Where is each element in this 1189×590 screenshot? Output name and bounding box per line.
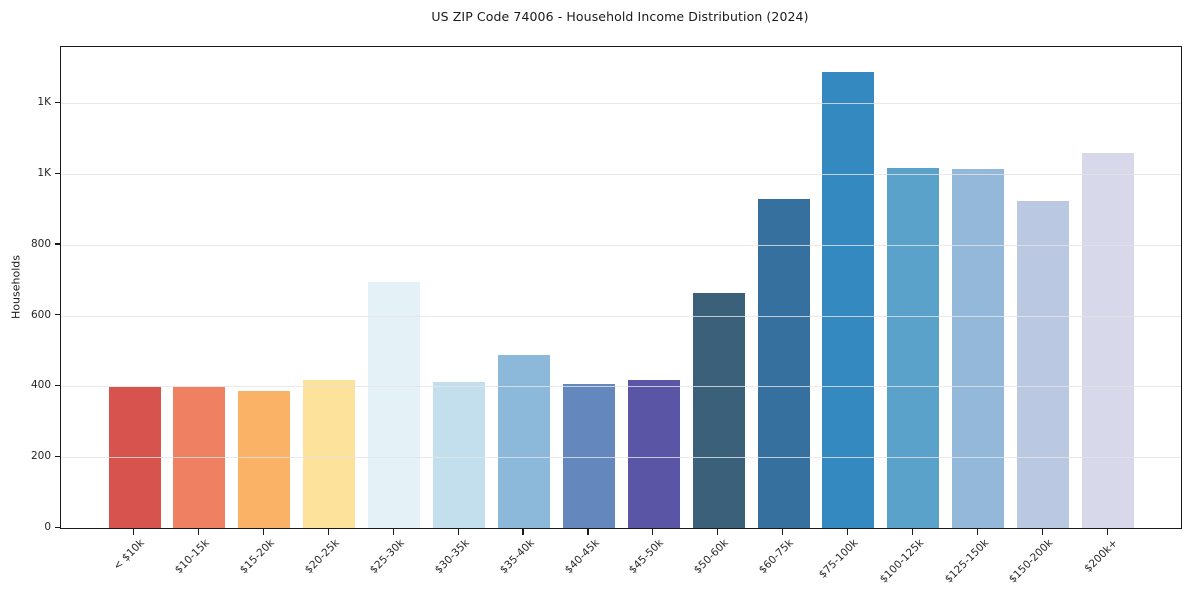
x-tick-mark: [976, 528, 978, 535]
x-tick-label: $40-45k: [562, 537, 602, 577]
gridline-200: [61, 457, 1181, 459]
gridline-1200: [61, 103, 1181, 105]
bar-$150-200k: [1017, 201, 1070, 528]
x-tick-mark: [262, 528, 265, 535]
x-tick-label: $15-20k: [237, 537, 277, 577]
x-tick-label: $30-35k: [432, 537, 472, 577]
bar-$15-20k: [238, 391, 291, 528]
y-tick-mark: [55, 526, 60, 528]
bar-$45-50k: [627, 380, 680, 528]
x-tick-mark: [133, 528, 135, 535]
x-tick-mark: [846, 528, 849, 535]
x-tick-label: $125-150k: [942, 537, 991, 586]
plot-area: [60, 46, 1182, 529]
x-tick-label: $50-60k: [692, 537, 732, 577]
x-tick-mark: [522, 528, 524, 535]
x-tick-mark: [652, 528, 654, 535]
bar-$100-125k: [887, 168, 940, 528]
x-tick-mark: [327, 528, 329, 535]
x-tick-label: $200k+: [1082, 537, 1121, 575]
x-tick-label: $10-15k: [172, 537, 212, 577]
bar-$35-40k: [497, 355, 550, 528]
y-tick-mark: [55, 101, 60, 103]
x-tick-mark: [717, 528, 719, 535]
x-tick-mark: [457, 528, 459, 535]
y-tick-mark: [55, 314, 60, 316]
y-tick-label: 600: [30, 308, 51, 321]
bar-$40-45k: [562, 384, 615, 528]
bar-$125-150k: [952, 169, 1005, 528]
gridline-1000: [61, 174, 1181, 175]
chart-title: US ZIP Code 74006 - Household Income Dis…: [431, 9, 809, 24]
bar-$200k+: [1082, 153, 1134, 528]
x-tick-mark: [392, 528, 394, 535]
x-tick-mark: [1106, 528, 1108, 535]
gridline-400: [61, 386, 1181, 388]
y-tick-label: 400: [30, 379, 51, 392]
bar-$20-25k: [303, 380, 356, 528]
bar-$25-30k: [368, 282, 421, 528]
x-tick-label: $150-200k: [1007, 537, 1056, 586]
y-tick-mark: [55, 384, 60, 387]
x-tick-label: $100-125k: [877, 537, 926, 586]
bar-$30-35k: [433, 382, 485, 528]
y-tick-mark: [55, 243, 60, 245]
x-tick-label: < $10k: [111, 537, 147, 573]
x-tick-label: $75-100k: [817, 537, 861, 581]
x-tick-mark: [782, 528, 784, 535]
x-tick-label: $45-50k: [627, 537, 667, 577]
x-tick-mark: [197, 528, 200, 535]
bar-$60-75k: [757, 199, 810, 528]
y-tick-label: 800: [30, 237, 51, 250]
gridline-600: [61, 315, 1181, 317]
x-tick-label: $20-25k: [302, 537, 342, 577]
x-tick-mark: [587, 528, 589, 535]
x-tick-mark: [911, 528, 914, 535]
x-tick-label: $35-40k: [497, 537, 537, 577]
y-tick-mark: [55, 172, 60, 174]
x-tick-label: $60-75k: [756, 537, 796, 577]
y-tick-label: 200: [30, 450, 51, 463]
y-tick-mark: [55, 455, 60, 457]
x-tick-mark: [1041, 528, 1043, 535]
y-tick-label: 1K: [37, 167, 51, 179]
y-tick-label: 1K: [37, 96, 51, 109]
y-tick-label: 0: [44, 521, 51, 533]
gridline-800: [61, 244, 1181, 246]
bar-$50-60k: [692, 293, 745, 528]
bar-$75-100k: [822, 72, 875, 528]
x-tick-label: $25-30k: [367, 537, 407, 577]
